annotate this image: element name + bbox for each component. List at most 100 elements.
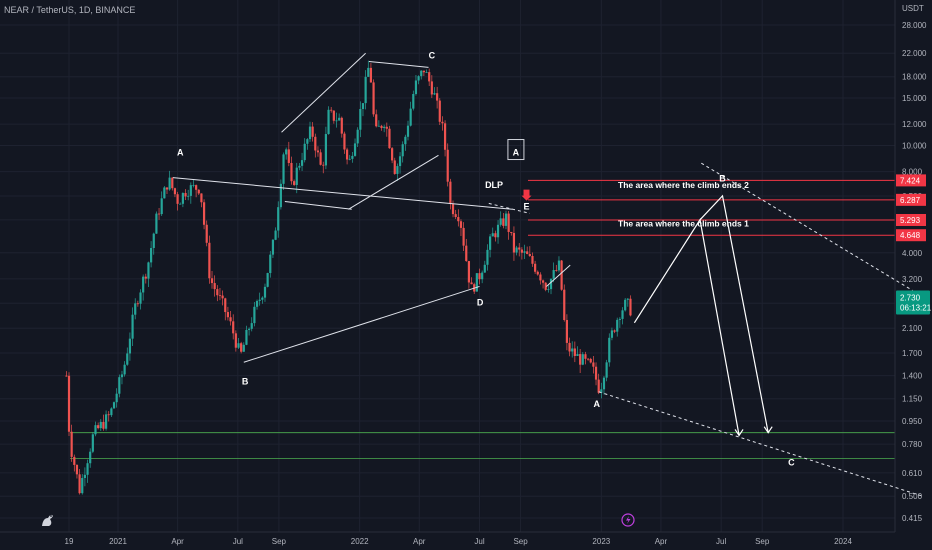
candle-body xyxy=(221,295,224,299)
candle-body xyxy=(404,136,407,145)
candle-body xyxy=(332,110,335,121)
candle-body xyxy=(120,374,124,378)
candle-body xyxy=(375,114,378,127)
candle-body xyxy=(581,354,584,365)
candle-body xyxy=(443,123,447,150)
candle-body xyxy=(308,126,312,140)
time-axis[interactable]: 19 2021 Apr Jul Sep 2022 Apr Jul Sep 2023 Apr Jul Se… xyxy=(65,537,853,546)
candle-body xyxy=(549,278,553,290)
x-tick-label: 2024 xyxy=(834,537,852,546)
tradingview-logo-icon xyxy=(42,514,53,526)
resistance-badge-label: 4.648 xyxy=(900,231,921,240)
support-lines xyxy=(70,432,895,459)
candle-body xyxy=(502,218,505,226)
candle-body xyxy=(126,353,129,365)
candle-body xyxy=(457,217,460,222)
candle-body xyxy=(237,343,240,348)
x-tick-label: Apr xyxy=(171,537,184,546)
candle-body xyxy=(245,329,248,345)
candle-body xyxy=(65,375,68,377)
y-tick-label: 28.000 xyxy=(902,21,927,30)
candle-body xyxy=(425,72,428,73)
candle-body xyxy=(361,103,365,109)
candle-body xyxy=(507,213,510,232)
resistance-badge-label: 6.287 xyxy=(900,196,921,205)
candle-body xyxy=(234,333,237,348)
candlestick-series xyxy=(65,60,632,495)
candle-body xyxy=(134,303,137,315)
candle-body xyxy=(465,245,468,262)
candle-body xyxy=(369,67,373,83)
candle-body xyxy=(269,254,272,274)
candle-body xyxy=(187,195,190,197)
candle-body xyxy=(131,314,134,339)
y-tick-label: 0.610 xyxy=(902,469,923,478)
candle-body xyxy=(200,193,203,203)
candle-body xyxy=(293,181,296,185)
last-price-badge xyxy=(896,290,930,315)
candle-body xyxy=(385,126,388,129)
candle-body xyxy=(467,261,471,283)
y-tick-label: 12.000 xyxy=(902,120,927,129)
candle-body xyxy=(277,207,280,231)
candle-body xyxy=(515,247,518,253)
candle-body xyxy=(518,247,521,250)
candle-body xyxy=(210,278,214,284)
candle-body xyxy=(94,425,97,435)
candle-body xyxy=(173,188,177,195)
candle-body xyxy=(274,230,277,240)
candle-body xyxy=(226,312,230,318)
candle-body xyxy=(298,165,301,168)
symbol-title: NEAR / TetherUS, 1D, BINANCE xyxy=(4,5,135,15)
candle-body xyxy=(470,282,473,285)
candle-body xyxy=(393,160,396,174)
candle-body xyxy=(316,150,320,153)
candle-body xyxy=(451,204,455,215)
candle-body xyxy=(626,298,629,300)
candle-body xyxy=(290,162,293,182)
resistance-badge-label: 5.293 xyxy=(900,216,921,225)
candle-body xyxy=(629,298,632,316)
candle-body xyxy=(428,72,431,82)
wave-label: C xyxy=(429,51,436,61)
candle-body xyxy=(179,203,182,205)
candle-body xyxy=(171,177,174,189)
candle-body xyxy=(555,270,558,271)
candle-body xyxy=(324,134,327,166)
candle-body xyxy=(613,330,616,332)
candle-body xyxy=(571,348,574,352)
y-tick-label: 0.950 xyxy=(902,417,923,426)
candle-body xyxy=(250,323,253,329)
candle-body xyxy=(155,213,158,234)
arrow-down-icon xyxy=(734,429,744,437)
candle-body xyxy=(128,338,132,354)
arrow-down-icon xyxy=(763,426,773,434)
candle-body xyxy=(459,221,463,228)
lightning-icon[interactable] xyxy=(621,513,635,527)
candle-body xyxy=(86,463,89,475)
candle-body xyxy=(266,273,269,287)
candle-body xyxy=(75,464,79,475)
y-tick-label: 15.000 xyxy=(902,94,927,103)
candle-body xyxy=(306,139,309,144)
candle-body xyxy=(152,233,155,249)
pattern-drawings xyxy=(172,52,923,497)
lower-dashed-channel xyxy=(598,391,923,497)
candle-body xyxy=(621,310,624,319)
candle-body xyxy=(491,233,494,237)
candle-body xyxy=(605,362,608,378)
candle-body xyxy=(81,477,84,494)
candle-body xyxy=(356,129,359,144)
candle-body xyxy=(345,149,349,160)
candle-body xyxy=(412,94,415,109)
candle-body xyxy=(552,270,555,279)
x-tick-label: Jul xyxy=(474,537,484,546)
candle-body xyxy=(608,337,611,363)
price-axis[interactable]: 28.000 22.000 18.000 15.000 12.000 10.000 8.00… xyxy=(902,21,927,523)
candle-body xyxy=(584,354,587,359)
candle-body xyxy=(438,100,441,122)
candle-body xyxy=(544,282,547,290)
candle-body xyxy=(202,202,206,225)
